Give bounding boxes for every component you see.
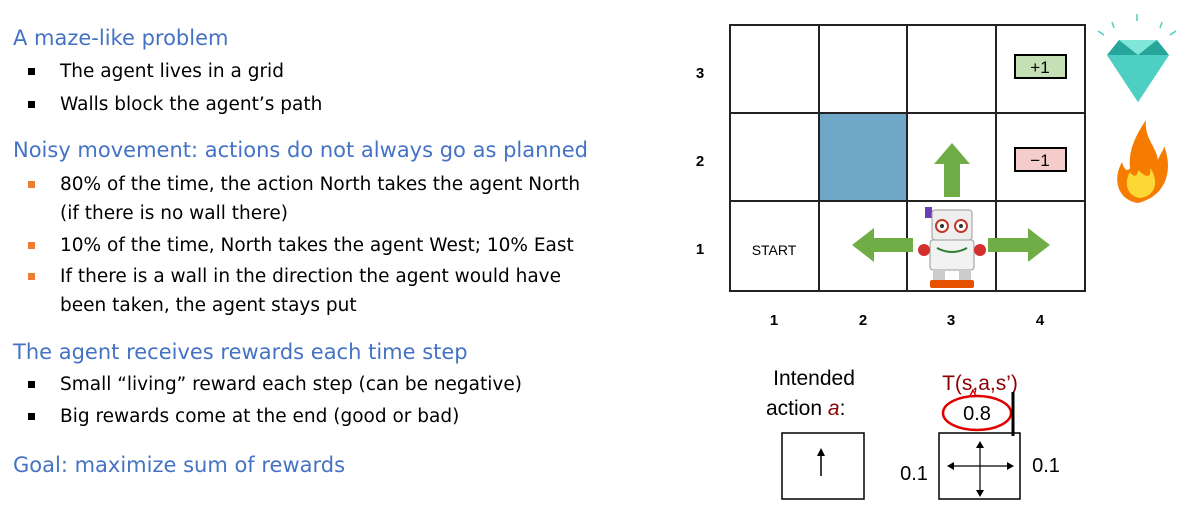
text-panel: A maze-like problem The agent lives in a… [13, 26, 588, 477]
bullet-marker [28, 101, 35, 108]
col-label-2: 2 [859, 312, 867, 329]
heading-maze-problem: A maze-like problem [13, 26, 229, 50]
minus-reward-box [1014, 147, 1067, 172]
heading-noisy-movement: Noisy movement: actions do not always go… [13, 138, 588, 162]
arrow-north-icon [934, 143, 970, 197]
diamond-icon [1097, 14, 1177, 102]
heading-rewards: The agent receives rewards each time ste… [13, 340, 468, 364]
plus-reward-label: +1 [1030, 58, 1049, 77]
bullet-marker [28, 181, 35, 188]
bullet-wall-stays: If there is a wall in the direction the … [60, 266, 562, 287]
transition-box [938, 432, 1021, 500]
row-label-3: 3 [696, 65, 704, 82]
bullet-marker [28, 68, 35, 75]
col-label-4: 4 [1036, 312, 1045, 329]
bullet-wall-stays-cont: been taken, the agent stays put [60, 295, 357, 316]
transition-function-label: T(s,a,s’) [942, 372, 1018, 395]
bullet-marker [28, 273, 35, 280]
bullet-marker [28, 413, 35, 420]
start-label: START [752, 242, 797, 258]
row-label-1: 1 [696, 241, 704, 258]
prob-west: 0.1 [900, 463, 928, 485]
wall-cell [819, 113, 907, 201]
col-label-3: 3 [947, 312, 955, 329]
arrow-west-icon [852, 228, 913, 262]
bullet-big-rewards: Big rewards come at the end (good or bad… [60, 406, 460, 427]
minus-reward-label: −1 [1030, 151, 1049, 170]
bullet-agent-lives: The agent lives in a grid [60, 61, 284, 82]
bullet-marker [28, 242, 35, 249]
arrow-east-icon [988, 228, 1050, 262]
bullet-10-percent: 10% of the time, North takes the agent W… [60, 235, 574, 256]
col-label-1: 1 [770, 312, 778, 329]
transition-arrowheads [947, 441, 1014, 497]
prob-north: 0.8 [963, 403, 991, 425]
intended-label-line2: action a: [766, 397, 845, 420]
robot-agent-icon [918, 207, 986, 288]
highlight-circle [941, 394, 1013, 432]
action-arrows [852, 143, 1050, 262]
intended-label-line1: Intended [773, 367, 855, 390]
bullet-living-reward: Small “living” reward each step (can be … [60, 374, 522, 395]
fire-icon [1117, 120, 1168, 203]
bullet-marker [28, 381, 35, 388]
bullet-80-percent: 80% of the time, the action North takes … [60, 174, 581, 195]
plus-reward-box [1014, 54, 1067, 79]
bullet-80-percent-cont: (if there is no wall there) [60, 203, 288, 224]
circle-tick [969, 388, 977, 397]
intended-north-arrow-icon [817, 448, 825, 476]
intended-action-box [781, 432, 865, 500]
bullet-walls: Walls block the agent’s path [60, 94, 323, 115]
heading-goal: Goal: maximize sum of rewards [13, 453, 346, 477]
transition-cross-arrows-icon [950, 444, 1011, 494]
row-label-2: 2 [696, 153, 704, 170]
prob-east: 0.1 [1032, 455, 1060, 477]
